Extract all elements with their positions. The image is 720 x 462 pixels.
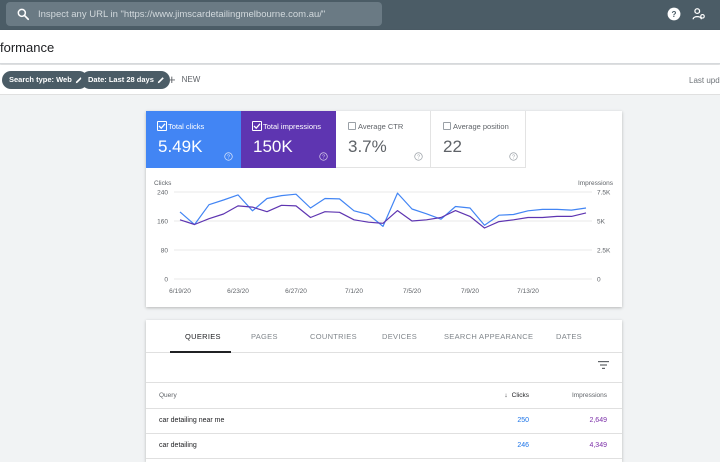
checkbox-unchecked-icon [348, 122, 356, 130]
account-settings-icon[interactable] [692, 7, 706, 21]
tab-search-appearance[interactable]: SEARCH APPEARANCE [444, 332, 534, 341]
query-cell: car detailing [159, 442, 197, 449]
plus-icon: + [168, 72, 176, 87]
top-app-bar: ? [0, 0, 720, 30]
x-tick-label: 7/9/20 [461, 288, 479, 295]
clicks-cell: 246 [517, 442, 529, 449]
impressions-series-line [179, 204, 587, 229]
help-icon[interactable]: ? [224, 152, 233, 161]
left-tick-label: 80 [161, 248, 169, 255]
metric-total-impressions[interactable]: Total impressions 150K ? [241, 111, 336, 168]
checkbox-checked-icon [252, 121, 262, 131]
left-tick-label: 0 [164, 277, 168, 284]
right-tick-label: 5K [597, 219, 606, 226]
search-type-chip[interactable]: Search type: Web [2, 71, 88, 89]
edit-pencil-icon [157, 77, 164, 84]
x-tick-label: 7/1/20 [345, 288, 363, 295]
svg-text:?: ? [672, 10, 677, 19]
tab-dates[interactable]: DATES [556, 332, 582, 341]
x-tick-label: 7/13/20 [517, 288, 539, 295]
active-tab-indicator [170, 351, 231, 353]
x-tick-label: 6/27/20 [285, 288, 307, 295]
tab-countries[interactable]: COUNTRIES [310, 332, 357, 341]
left-tick-label: 240 [157, 190, 168, 197]
checkbox-checked-icon [157, 121, 167, 131]
svg-text:?: ? [417, 154, 420, 160]
tab-pages[interactable]: PAGES [251, 332, 278, 341]
last-update-text: Last upd [689, 76, 720, 85]
left-axis-title: Clicks [154, 180, 172, 187]
sort-down-arrow-icon: ↓ [504, 392, 508, 399]
right-tick-label: 0 [597, 277, 601, 284]
svg-text:?: ? [512, 154, 515, 160]
left-tick-label: 160 [157, 219, 168, 226]
column-header-clicks[interactable]: ↓ Clicks [504, 392, 529, 399]
url-inspection-search[interactable] [6, 2, 382, 26]
help-icon[interactable]: ? [414, 152, 423, 161]
search-icon [17, 8, 30, 21]
page-header: formance [0, 30, 720, 64]
dimension-tabs: QUERIES PAGES COUNTRIES DEVICES SEARCH A… [146, 320, 622, 353]
search-type-label: Search type: Web [9, 75, 72, 84]
queries-table-card: QUERIES PAGES COUNTRIES DEVICES SEARCH A… [146, 320, 622, 462]
edit-pencil-icon [75, 77, 82, 84]
metric-average-position[interactable]: Average position 22 ? [431, 111, 526, 168]
new-filter-label: NEW [181, 75, 201, 84]
x-tick-label: 6/23/20 [227, 288, 249, 295]
date-range-chip[interactable]: Date: Last 28 days [81, 71, 170, 89]
tab-queries[interactable]: QUERIES [185, 332, 221, 341]
help-icon[interactable]: ? [509, 152, 518, 161]
x-tick-label: 7/5/20 [403, 288, 421, 295]
impressions-cell: 4,349 [589, 442, 607, 449]
performance-chart-card: Total clicks 5.49K ? Total impressions 1… [146, 111, 622, 307]
table-row[interactable]: car detailing near me 250 2,649 [146, 409, 622, 434]
table-row[interactable]: car detailing 246 4,349 [146, 434, 622, 459]
impressions-cell: 2,649 [589, 417, 607, 424]
metric-value: 3.7% [348, 137, 387, 156]
metric-value: 5.49K [158, 137, 203, 156]
checkbox-unchecked-icon [443, 122, 451, 130]
right-tick-label: 7.5K [597, 190, 611, 197]
column-header-impressions[interactable]: Impressions [571, 392, 607, 399]
metric-label: Average position [453, 122, 509, 131]
new-filter-button[interactable]: + NEW [168, 73, 200, 87]
x-tick-label: 6/19/20 [169, 288, 191, 295]
metric-label: Total clicks [168, 122, 205, 131]
svg-text:?: ? [227, 154, 230, 160]
query-cell: car detailing near me [159, 417, 225, 424]
page-title: formance [0, 40, 55, 55]
help-icon[interactable]: ? [667, 7, 681, 21]
svg-text:?: ? [322, 154, 325, 160]
table-header: Query ↓ Clicks Impressions [146, 382, 622, 409]
clicks-series-line [179, 192, 587, 228]
filter-bar: Search type: Web Date: Last 28 days + NEW… [0, 65, 720, 95]
metric-label: Total impressions [263, 122, 321, 131]
clicks-cell: 250 [517, 417, 529, 424]
column-header-clicks-label: Clicks [511, 392, 529, 399]
date-range-label: Date: Last 28 days [88, 75, 154, 84]
right-tick-label: 2.5K [597, 248, 611, 255]
column-header-query[interactable]: Query [159, 392, 177, 399]
metric-total-clicks[interactable]: Total clicks 5.49K ? [146, 111, 241, 168]
metric-average-ctr[interactable]: Average CTR 3.7% ? [336, 111, 431, 168]
metric-value: 150K [253, 137, 293, 156]
metric-label: Average CTR [358, 122, 404, 131]
tab-devices[interactable]: DEVICES [382, 332, 418, 341]
filter-icon[interactable] [598, 361, 609, 369]
search-input[interactable] [38, 6, 368, 22]
right-axis-title: Impressions [578, 180, 614, 187]
metric-value: 22 [443, 137, 462, 156]
help-icon[interactable]: ? [319, 152, 328, 161]
